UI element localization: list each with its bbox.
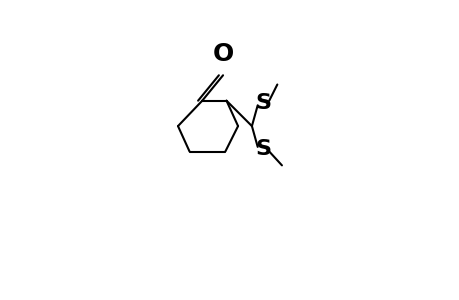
Text: S: S (255, 139, 271, 159)
Text: O: O (212, 42, 233, 66)
Text: S: S (255, 93, 271, 113)
